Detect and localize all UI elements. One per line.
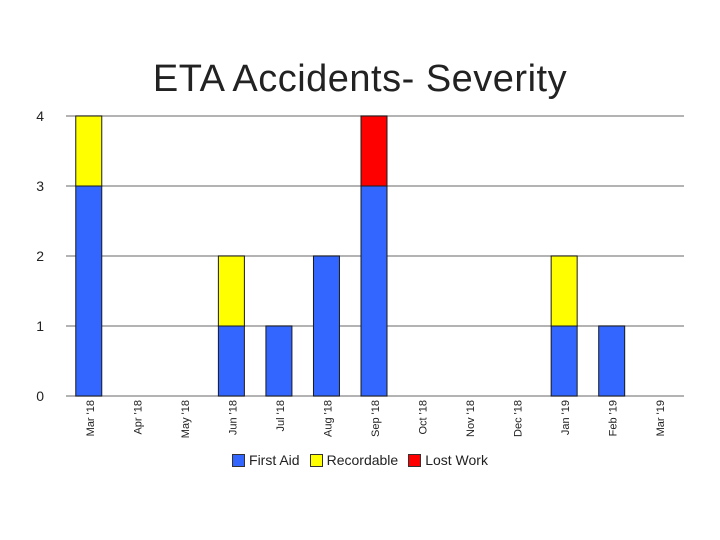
x-tick-label: Jul '18 (275, 400, 287, 431)
legend-item-recordable: Recordable (309, 452, 399, 468)
bar-first-aid (360, 185, 388, 397)
chart-title: ETA Accidents- Severity (152, 58, 568, 100)
y-tick-label: 0 (36, 388, 44, 404)
legend-item-first-aid: First Aid (232, 452, 300, 468)
legend-item-lost-work: Lost Work (408, 452, 488, 468)
y-tick-label: 3 (36, 178, 44, 194)
legend-label-recordable: Recordable (326, 452, 399, 468)
x-tick-label: Mar '18 (85, 400, 97, 436)
legend-swatch-lost-work (408, 453, 422, 467)
legend-swatch-recordable (309, 453, 323, 467)
x-tick-label: Jan '19 (560, 400, 572, 435)
legend-swatch-first-aid (232, 453, 246, 467)
x-tick-label: May '18 (180, 400, 192, 438)
x-tick-label: Aug '18 (322, 400, 334, 437)
bar-first-aid (217, 325, 245, 397)
bar-first-aid (550, 325, 578, 397)
bar-first-aid (75, 185, 103, 397)
bar-first-aid (312, 255, 340, 397)
x-tick-label: Apr '18 (132, 400, 144, 435)
y-tick-label: 1 (36, 318, 44, 334)
legend-label-first-aid: First Aid (249, 452, 300, 468)
y-tick-label: 2 (36, 248, 44, 264)
bar-recordable (550, 255, 578, 327)
legend-label-lost-work: Lost Work (425, 452, 488, 468)
x-tick-label: Mar '19 (655, 400, 667, 436)
bar-first-aid (598, 325, 626, 397)
bar-first-aid (265, 325, 293, 397)
x-tick-label: Oct '18 (418, 400, 430, 435)
x-tick-label: Feb '19 (608, 400, 620, 436)
bar-recordable (75, 115, 103, 187)
bar-lost-work (360, 115, 388, 187)
y-tick-label: 4 (36, 108, 44, 124)
x-tick-label: Nov '18 (465, 400, 477, 437)
x-tick-label: Sep '18 (370, 400, 382, 437)
x-tick-label: Dec '18 (513, 400, 525, 437)
bar-recordable (217, 255, 245, 327)
x-tick-label: Jun '18 (227, 400, 239, 435)
chart-legend: First Aid Recordable Lost Work (0, 452, 720, 468)
